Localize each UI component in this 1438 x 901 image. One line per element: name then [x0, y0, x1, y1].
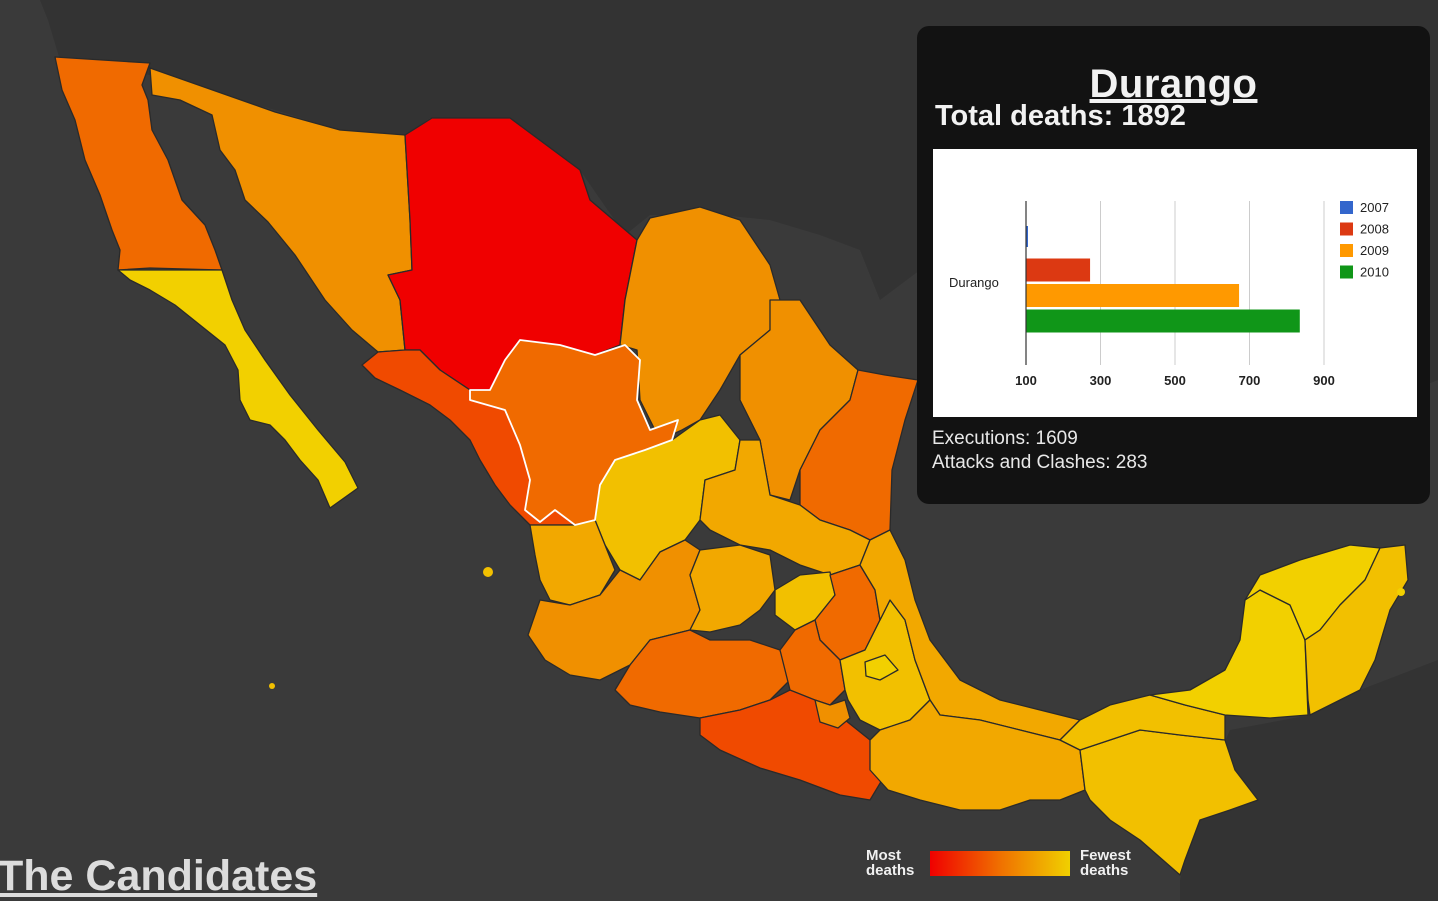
legend-most-label: Most deaths — [866, 848, 926, 878]
state-info-panel: Durango Total deaths: 1892 Durango 100 300… — [917, 26, 1430, 504]
total-deaths: Total deaths: 1892 — [935, 100, 1186, 132]
executions-stat: Executions: 1609 — [932, 428, 1078, 449]
legend-swatch-2010 — [1340, 265, 1353, 279]
state-michoacan[interactable] — [614, 629, 791, 719]
tick-label-100: 100 — [1015, 373, 1037, 388]
central-america-landmass — [1180, 660, 1438, 901]
state-campeche[interactable] — [1149, 589, 1309, 719]
state-nuevo-leon[interactable] — [739, 299, 859, 501]
island-1 — [483, 567, 493, 577]
tick-label-300: 300 — [1090, 373, 1112, 388]
bar-2008 — [1026, 258, 1091, 282]
legend-entry-2008: 2008 — [1360, 222, 1389, 237]
legend-fewest-line1: Fewest — [1080, 847, 1131, 864]
island-2 — [269, 683, 275, 689]
state-tabasco[interactable] — [1059, 694, 1226, 751]
deaths-chart: Durango 100 300 500 700 900 2007 2008 2009 2010 — [933, 149, 1417, 417]
state-durango[interactable] — [469, 339, 679, 526]
state-guanajuato[interactable] — [689, 544, 776, 633]
attacks-stat: Attacks and Clashes: 283 — [932, 452, 1148, 473]
state-coahuila[interactable] — [619, 206, 781, 441]
tick-label-700: 700 — [1239, 373, 1261, 388]
state-title: Durango — [1089, 62, 1258, 106]
state-morelos[interactable] — [814, 699, 851, 729]
legend-swatch-2007 — [1340, 201, 1353, 214]
island-3 — [1397, 588, 1405, 596]
state-tlaxcala[interactable] — [864, 654, 899, 681]
legend-swatch-2009 — [1340, 244, 1353, 257]
category-label: Durango — [949, 275, 999, 290]
legend-fewest-line2: deaths — [1080, 862, 1129, 879]
candidates-link[interactable]: The Candidates — [0, 852, 318, 900]
state-baja-california-sur[interactable] — [117, 269, 359, 509]
color-scale-bar — [930, 851, 1070, 876]
legend-most-line2: deaths — [866, 862, 915, 879]
legend-entry-2009: 2009 — [1360, 243, 1389, 258]
tick-label-900: 900 — [1313, 373, 1335, 388]
chart-svg: Durango 100 300 500 700 900 2007 2008 2009 2010 — [949, 200, 1389, 388]
tick-label-500: 500 — [1164, 373, 1186, 388]
bar-2007 — [1026, 226, 1028, 247]
legend-entry-2010: 2010 — [1360, 265, 1389, 280]
legend-entry-2007: 2007 — [1360, 200, 1389, 215]
bar-2009 — [1026, 284, 1240, 307]
bar-2010 — [1026, 309, 1300, 333]
state-oaxaca[interactable] — [869, 699, 1086, 811]
legend-most-line1: Most — [866, 847, 901, 864]
legend-fewest-label: Fewest deaths — [1080, 848, 1140, 878]
legend-swatch-2008 — [1340, 222, 1353, 236]
